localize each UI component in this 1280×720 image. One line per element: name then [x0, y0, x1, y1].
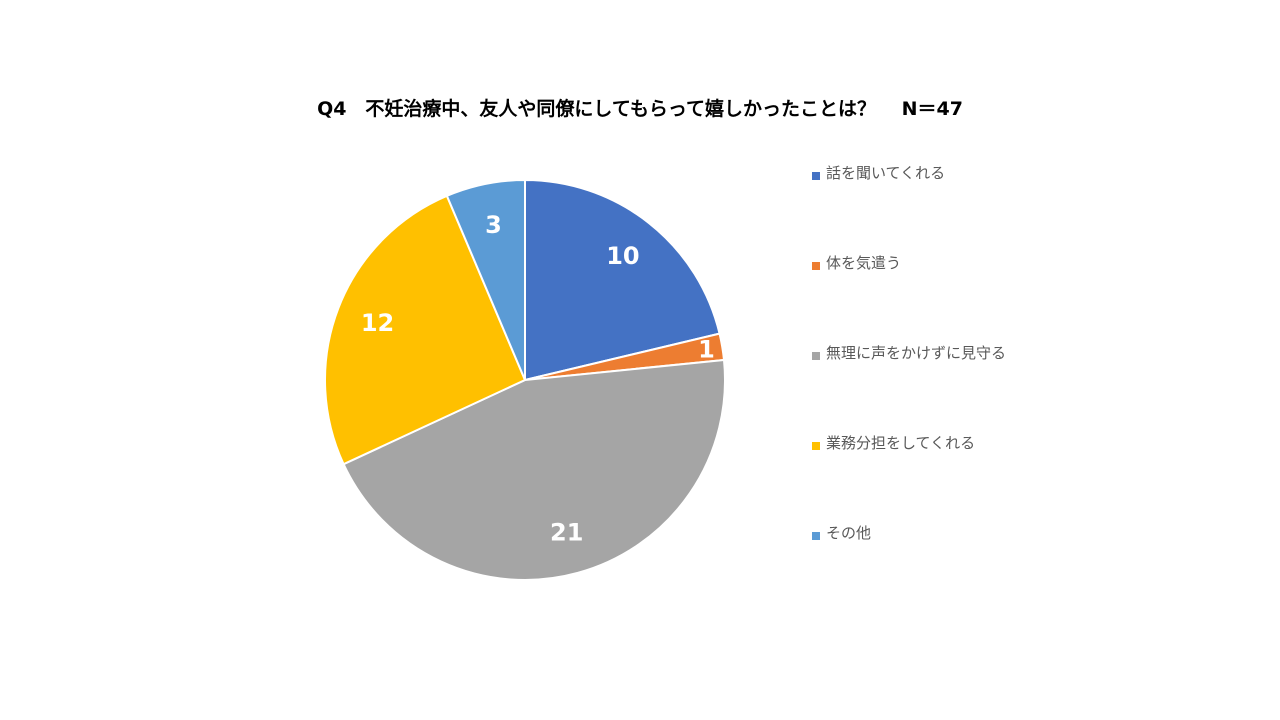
slice-data-label: 1 — [698, 335, 715, 363]
slice-data-label: 12 — [361, 309, 394, 337]
legend-item: 無理に声をかけずに見守る — [812, 340, 1006, 364]
legend-swatch — [812, 171, 820, 180]
legend-item: 体を気遣う — [812, 250, 901, 274]
legend-swatch — [812, 441, 820, 450]
legend-label: 話を聞いてくれる — [826, 163, 946, 182]
legend-swatch — [812, 531, 820, 540]
legend-item: その他 — [812, 520, 871, 544]
legend-label: 業務分担をしてくれる — [826, 433, 976, 452]
legend-item: 話を聞いてくれる — [812, 160, 945, 184]
pie-slice — [342, 358, 726, 581]
legend-swatch — [812, 351, 820, 360]
slice-data-label: 3 — [485, 211, 502, 239]
legend-item: 業務分担をしてくれる — [812, 430, 975, 454]
chart-title: Q4 不妊治療中、友人や同僚にしてもらって嬉しかったことは？ N＝47 — [317, 98, 963, 120]
pie-slice — [445, 178, 526, 381]
slice-data-label: 10 — [606, 242, 639, 270]
legend-swatch — [812, 261, 820, 270]
legend-label: その他 — [826, 523, 872, 542]
legend-label: 無理に声をかけずに見守る — [826, 343, 1007, 362]
slice-data-label: 21 — [550, 518, 583, 546]
legend-label: 体を気遣う — [826, 253, 902, 272]
pie-slice — [524, 178, 721, 382]
